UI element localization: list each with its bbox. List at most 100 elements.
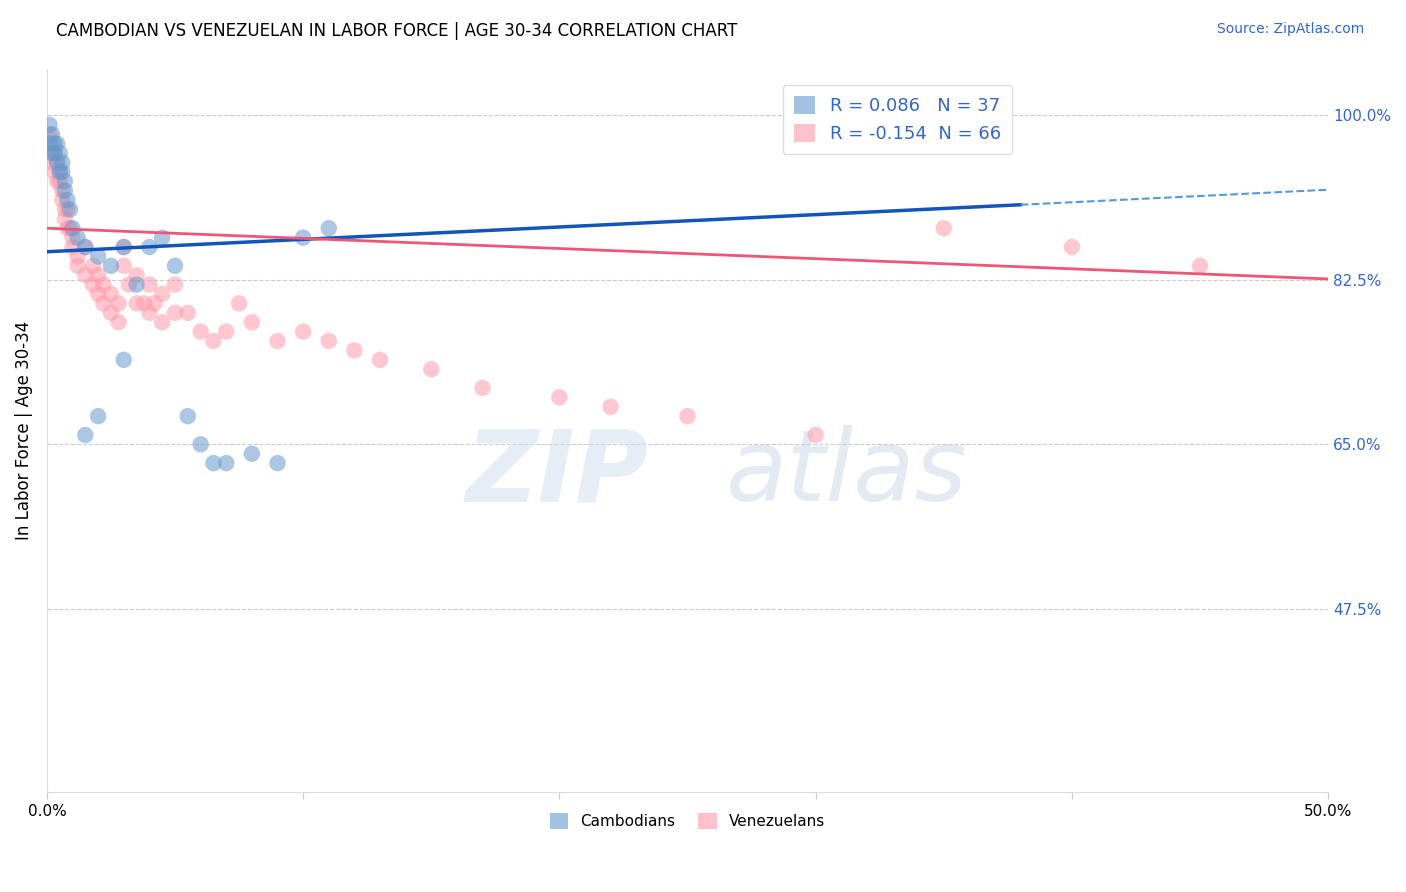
Point xyxy=(38,146,60,161)
Point xyxy=(343,343,366,358)
Point xyxy=(150,287,173,301)
Y-axis label: In Labor Force | Age 30-34: In Labor Force | Age 30-34 xyxy=(15,320,32,540)
Point xyxy=(75,240,97,254)
Point xyxy=(118,277,141,292)
Text: atlas: atlas xyxy=(725,425,967,522)
Point xyxy=(150,315,173,329)
Point xyxy=(48,174,70,188)
Point xyxy=(53,184,76,198)
Point xyxy=(143,296,166,310)
Point xyxy=(46,174,69,188)
Point xyxy=(107,296,129,310)
Point xyxy=(202,334,225,348)
Point xyxy=(46,155,69,169)
Point xyxy=(1060,240,1083,254)
Point xyxy=(75,268,97,283)
Point xyxy=(48,165,70,179)
Point xyxy=(48,165,70,179)
Point xyxy=(62,221,84,235)
Point xyxy=(87,287,110,301)
Text: CAMBODIAN VS VENEZUELAN IN LABOR FORCE | AGE 30-34 CORRELATION CHART: CAMBODIAN VS VENEZUELAN IN LABOR FORCE |… xyxy=(56,22,738,40)
Point xyxy=(240,315,263,329)
Point xyxy=(138,306,160,320)
Point xyxy=(676,409,699,424)
Point xyxy=(87,409,110,424)
Point xyxy=(44,146,66,161)
Point xyxy=(112,352,135,367)
Point xyxy=(41,146,63,161)
Point xyxy=(134,296,156,310)
Point xyxy=(41,155,63,169)
Point xyxy=(548,390,571,404)
Point xyxy=(51,184,73,198)
Point xyxy=(202,456,225,470)
Point xyxy=(38,128,60,142)
Point xyxy=(125,277,148,292)
Point xyxy=(112,240,135,254)
Point xyxy=(46,136,69,151)
Point xyxy=(125,268,148,283)
Point xyxy=(107,315,129,329)
Point xyxy=(38,118,60,132)
Point xyxy=(59,221,82,235)
Point xyxy=(266,456,288,470)
Point xyxy=(75,428,97,442)
Point xyxy=(138,240,160,254)
Point xyxy=(44,136,66,151)
Legend: Cambodians, Venezuelans: Cambodians, Venezuelans xyxy=(544,806,831,835)
Point xyxy=(804,428,827,442)
Point xyxy=(56,193,79,207)
Point xyxy=(66,259,89,273)
Point xyxy=(420,362,443,376)
Point xyxy=(51,165,73,179)
Point xyxy=(53,211,76,226)
Point xyxy=(163,306,186,320)
Text: Source: ZipAtlas.com: Source: ZipAtlas.com xyxy=(1216,22,1364,37)
Point xyxy=(1188,259,1211,273)
Point xyxy=(44,165,66,179)
Point xyxy=(100,287,122,301)
Point xyxy=(112,240,135,254)
Point xyxy=(228,296,250,310)
Point xyxy=(53,202,76,217)
Point xyxy=(38,136,60,151)
Point xyxy=(82,259,104,273)
Point xyxy=(56,221,79,235)
Text: ZIP: ZIP xyxy=(465,425,650,522)
Point xyxy=(56,202,79,217)
Point xyxy=(138,277,160,292)
Point xyxy=(59,202,82,217)
Point xyxy=(368,352,391,367)
Point xyxy=(177,306,200,320)
Point xyxy=(48,146,70,161)
Point xyxy=(215,325,238,339)
Point xyxy=(82,277,104,292)
Point xyxy=(599,400,621,414)
Point xyxy=(112,259,135,273)
Point xyxy=(215,456,238,470)
Point xyxy=(91,296,114,310)
Point xyxy=(240,447,263,461)
Point xyxy=(190,325,212,339)
Point xyxy=(100,259,122,273)
Point xyxy=(292,325,315,339)
Point xyxy=(46,155,69,169)
Point xyxy=(41,136,63,151)
Point xyxy=(87,268,110,283)
Point xyxy=(75,240,97,254)
Point xyxy=(100,306,122,320)
Point xyxy=(51,193,73,207)
Point xyxy=(932,221,955,235)
Point xyxy=(266,334,288,348)
Point xyxy=(87,249,110,263)
Point xyxy=(66,249,89,263)
Point xyxy=(66,230,89,244)
Point xyxy=(163,259,186,273)
Point xyxy=(91,277,114,292)
Point xyxy=(125,296,148,310)
Point xyxy=(44,146,66,161)
Point xyxy=(62,240,84,254)
Point xyxy=(190,437,212,451)
Point xyxy=(318,334,340,348)
Point xyxy=(150,230,173,244)
